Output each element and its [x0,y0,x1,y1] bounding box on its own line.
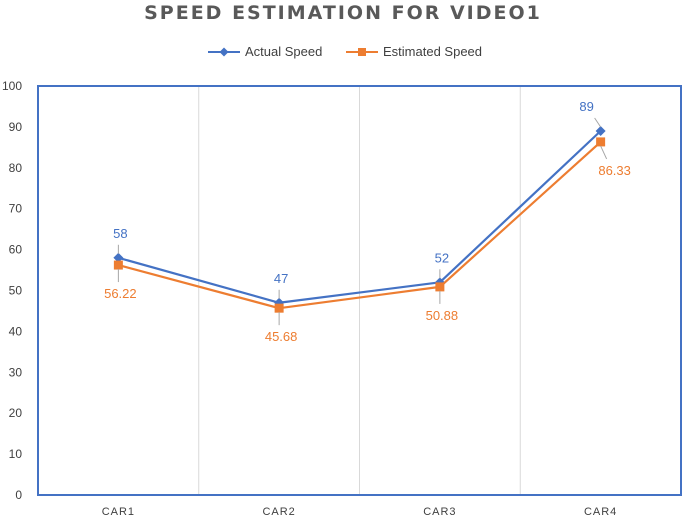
y-tick-label: 0 [15,488,22,502]
legend-label-estimated: Estimated Speed [383,44,482,59]
data-label-leader-actual [594,117,602,128]
series-line-estimated [118,141,602,310]
x-axis-ticks: CAR1 CAR2 CAR3 CAR4 [102,506,617,518]
data-label-actual: 52 [435,250,449,265]
data-label-estimated: 56.22 [104,286,137,301]
series-line-actual [118,130,602,304]
legend-marker-estimated [358,48,366,56]
series-group [113,125,606,313]
data-point-estimated [274,303,284,313]
plot-area-border [37,85,682,496]
data-label-actual: 47 [274,271,288,286]
data-point-actual [595,125,606,136]
data-point-estimated [435,282,445,292]
data-label-actual: 89 [579,99,593,114]
y-tick-label: 40 [9,324,23,338]
y-tick-label: 100 [2,79,22,93]
data-labels: 58 47 52 89 56.22 45.68 50.88 86.33 [104,99,631,344]
x-tick-label: CAR3 [423,506,456,518]
x-tick-label: CAR2 [262,506,295,518]
y-tick-label: 80 [9,161,23,175]
data-point-estimated [113,260,123,270]
data-label-estimated: 86.33 [598,163,631,178]
y-tick-label: 70 [9,202,23,216]
legend-marker-actual [219,47,229,57]
data-label-leader-estimated [600,145,608,160]
data-label-estimated: 45.68 [265,329,298,344]
data-label-actual: 58 [113,226,127,241]
data-point-estimated [596,137,606,147]
data-label-estimated: 50.88 [426,308,459,323]
y-tick-label: 20 [9,406,23,420]
gridlines [198,87,521,494]
y-tick-label: 90 [9,120,23,134]
y-tick-label: 50 [9,284,23,298]
y-tick-label: 30 [9,365,23,379]
legend-item-estimated: Estimated Speed [346,44,482,59]
y-tick-label: 10 [9,447,23,461]
legend-label-actual: Actual Speed [245,44,322,59]
x-tick-label: CAR1 [102,506,135,518]
legend: Actual Speed Estimated Speed [208,44,482,59]
y-tick-label: 60 [9,243,23,257]
chart-title: SPEED ESTIMATION FOR VIDEO1 [144,2,542,24]
x-tick-label: CAR4 [584,506,617,518]
y-axis-ticks: 0 10 20 30 40 50 60 70 80 90 100 [2,79,22,502]
legend-item-actual: Actual Speed [208,44,322,59]
data-point-actual [113,252,124,263]
